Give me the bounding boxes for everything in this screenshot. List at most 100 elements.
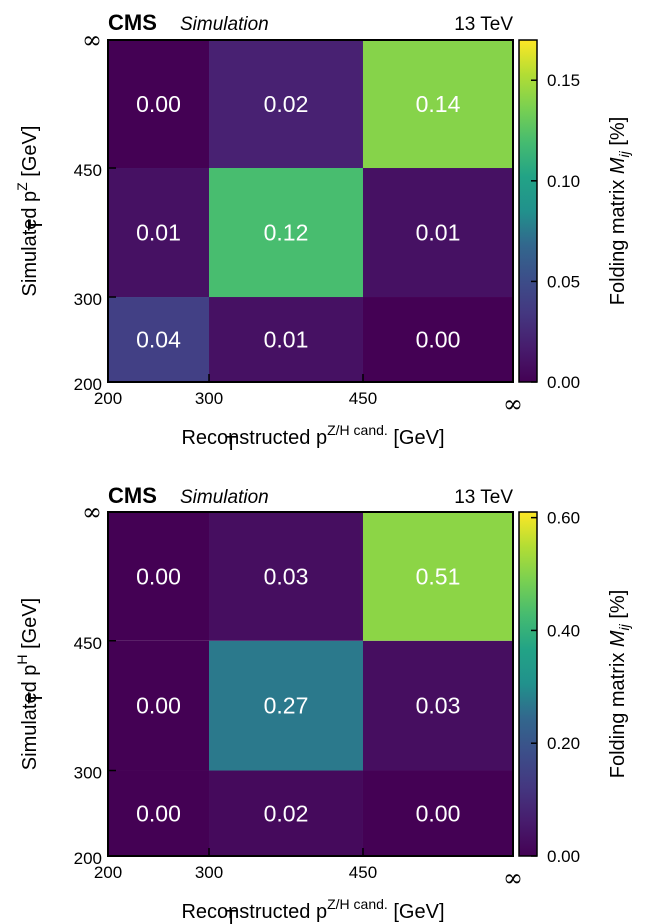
status-label: Simulation (180, 14, 269, 35)
x-tick-label: 450 (349, 389, 377, 408)
heatmap-panel-1: CMS Simulation 13 TeV 0.04 0.01 0.00 0.01 0.12 0… (14, 10, 632, 455)
colorbar (518, 39, 538, 383)
y-tick-label: 450 (74, 161, 102, 180)
x-axis-title-unit: [GeV] (388, 901, 445, 923)
colorbar-tick-label: 0.15 (547, 71, 580, 90)
cell-value-label: 0.00 (136, 800, 181, 826)
x-axis-title-sub: T (225, 907, 237, 924)
heatmap-cell (108, 512, 210, 641)
heatmap-cell (108, 168, 210, 298)
y-axis-title-unit: [GeV] (19, 126, 41, 183)
heatmap-cell (209, 297, 363, 382)
cell-value-label: 0.03 (416, 693, 461, 719)
x-axis-title: Reconstructed pZ/H cand. [GeV] (181, 422, 444, 449)
y-tick-label: 450 (74, 634, 102, 653)
x-axis-title-sup: Z/H cand. (327, 896, 388, 912)
heatmap-cell (362, 40, 513, 169)
plot-frame (107, 511, 514, 857)
colorbar (518, 511, 538, 857)
colorbar-tick-label: 0.20 (547, 734, 580, 753)
cell-value-label: 0.00 (416, 800, 461, 826)
cell-value-label: 0.03 (264, 563, 309, 589)
heatmap-cell (362, 168, 513, 298)
y-axis-title-text: Simulated p (19, 665, 41, 771)
y-tick-label: 200 (74, 849, 102, 868)
cell-value-label: 0.00 (136, 563, 181, 589)
cell-value-label: 0.00 (416, 327, 461, 353)
heatmap-cell (362, 770, 513, 856)
y-tick-label: 300 (74, 290, 102, 309)
y-axis-title-sub: T (25, 219, 47, 231)
cell-value-label: 0.27 (264, 693, 309, 719)
energy-label: 13 TeV (454, 14, 513, 35)
x-tick-label: 200 (94, 389, 122, 408)
colorbar-title-math: M (607, 157, 629, 174)
cell-value-label: 0.04 (136, 327, 181, 353)
heatmap-cell (362, 512, 513, 641)
colorbar-tick-label: 0.05 (547, 272, 580, 291)
experiment-label: CMS (108, 10, 157, 35)
heatmap-cell (209, 40, 363, 169)
heatmap-cell (209, 168, 363, 298)
colorbar-title-text: Folding matrix (607, 174, 629, 305)
x-axis-title-unit: [GeV] (388, 427, 445, 449)
colorbar-tick-label: 0.60 (547, 509, 580, 528)
x-axis-title-text: Reconstructed p (181, 901, 327, 923)
colorbar-tick-label: 0.10 (547, 172, 580, 191)
cell-value-label: 0.14 (416, 91, 461, 117)
y-axis-title-sup: Z (14, 182, 30, 191)
y-tick-label: 300 (74, 764, 102, 783)
x-tick-label: 300 (195, 863, 223, 882)
heatmap-cell (108, 640, 210, 771)
cell-value-label: 0.02 (264, 800, 309, 826)
x-axis-title-sup: Z/H cand. (327, 422, 388, 438)
y-axis-title-unit: [GeV] (19, 598, 41, 655)
heatmap-cell (108, 40, 210, 169)
heatmap-cell (108, 770, 210, 856)
heatmap-cell (209, 512, 363, 641)
y-tick-label: ∞ (82, 498, 102, 526)
y-axis-title-text: Simulated p (19, 191, 41, 297)
heatmap-cell (362, 640, 513, 771)
heatmap-cell (209, 770, 363, 856)
cell-value-label: 0.51 (416, 563, 461, 589)
heatmap-cell (108, 297, 210, 382)
colorbar-title: Folding matrix Mij [%] (607, 590, 632, 779)
status-label: Simulation (180, 487, 269, 508)
colorbar-title-unit: [%] (607, 590, 629, 624)
y-axis-title: Simulated pZ [GeV] (14, 126, 41, 297)
x-axis-title-text: Reconstructed p (181, 427, 327, 449)
colorbar-tick-label: 0.00 (547, 847, 580, 866)
colorbar-title-sub: ij (616, 623, 632, 630)
cell-value-label: 0.02 (264, 91, 309, 117)
colorbar-title-math: M (607, 630, 629, 647)
heatmap-cell (362, 297, 513, 382)
cell-value-label: 0.00 (136, 91, 181, 117)
y-axis-title-sub: T (25, 692, 47, 704)
cell-value-label: 0.12 (264, 220, 309, 246)
colorbar-tick-label: 0.40 (547, 621, 580, 640)
y-tick-label: 200 (74, 375, 102, 394)
colorbar-title-sub: ij (616, 150, 632, 157)
heatmap-panel-2: CMS Simulation 13 TeV 0.00 0.02 0.00 0.00 0.27 0… (14, 483, 632, 924)
y-tick-label: ∞ (82, 26, 102, 54)
y-axis-title-sup: H (14, 654, 30, 664)
energy-label: 13 TeV (454, 487, 513, 508)
plot-frame (107, 39, 514, 383)
x-tick-label: 200 (94, 863, 122, 882)
colorbar-title-unit: [%] (607, 117, 629, 151)
x-tick-label: ∞ (503, 390, 523, 418)
x-tick-label: ∞ (503, 864, 523, 892)
x-axis-title: Reconstructed pZ/H cand. [GeV] (181, 896, 444, 923)
x-axis-title-sub: T (225, 433, 237, 455)
cell-value-label: 0.01 (416, 220, 461, 246)
colorbar-title: Folding matrix Mij [%] (607, 117, 632, 306)
colorbar-title-text: Folding matrix (607, 647, 629, 778)
x-tick-label: 300 (195, 389, 223, 408)
experiment-label: CMS (108, 483, 157, 508)
x-tick-label: 450 (349, 863, 377, 882)
y-axis-title: Simulated pH [GeV] (14, 598, 41, 770)
cell-value-label: 0.01 (136, 220, 181, 246)
heatmap-cell (209, 640, 363, 771)
